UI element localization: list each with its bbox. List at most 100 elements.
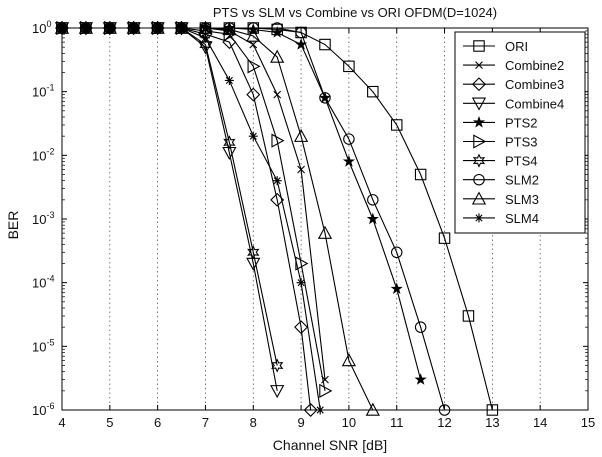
data-point-combine3 [246, 87, 261, 102]
series-combine4 [55, 22, 285, 399]
data-point-pts3 [319, 383, 333, 398]
series-line-slm4 [62, 27, 321, 411]
legend-marker-slm2 [473, 173, 485, 186]
series-combine3 [55, 21, 318, 417]
series-line-combine2 [62, 27, 326, 380]
series-slm2 [56, 22, 451, 416]
data-point-slm2 [414, 321, 427, 333]
data-point-combine4 [270, 385, 285, 399]
data-point-slm3 [317, 225, 333, 239]
x-tick-label: 10 [342, 415, 356, 430]
x-tick-label: 9 [297, 415, 304, 430]
data-point-pts4 [199, 37, 212, 52]
data-point-pts4 [175, 21, 188, 36]
data-point-slm4 [248, 131, 258, 141]
series-pts4 [55, 21, 284, 373]
x-tick-label: 4 [58, 415, 65, 430]
chart-title: PTS vs SLM vs Combine vs ORI OFDM(D=1024… [213, 5, 497, 20]
legend-label-pts3: PTS3 [505, 135, 538, 150]
legend-label-pts4: PTS4 [505, 154, 538, 169]
x-tick-label: 6 [154, 415, 161, 430]
data-point-pts2 [390, 282, 403, 295]
legend-label-combine4: Combine4 [505, 96, 564, 111]
data-point-pts4 [127, 21, 140, 36]
series-line-combine4 [62, 27, 278, 391]
x-tick-label: 13 [485, 415, 499, 430]
legend-label-combine2: Combine2 [505, 58, 564, 73]
legend-marker-pts3 [473, 134, 487, 149]
series-group [55, 21, 499, 417]
x-tick-label: 12 [437, 415, 451, 430]
data-point-pts4 [271, 358, 284, 373]
y-tick-label: 10-5 [32, 337, 54, 354]
legend-marker-ori [473, 40, 485, 52]
data-point-pts3 [295, 256, 309, 271]
data-point-ori [462, 310, 475, 322]
data-point-pts3 [271, 133, 285, 148]
data-point-pts2 [342, 155, 356, 167]
data-point-slm3 [270, 49, 285, 63]
y-tick-label: 10-1 [32, 83, 54, 100]
data-point-slm2 [295, 26, 307, 39]
data-point-pts4 [247, 245, 260, 260]
x-tick-label: 15 [581, 415, 595, 430]
y-axis-label: BER [5, 211, 21, 240]
legend-label-ori: ORI [505, 39, 528, 54]
x-tick-label: 7 [202, 415, 209, 430]
data-point-ori [343, 60, 355, 73]
legend-label-slm2: SLM2 [505, 173, 539, 188]
series-line-slm3 [62, 27, 374, 411]
x-axis-label: Channel SNR [dB] [273, 437, 387, 453]
data-point-pts4 [223, 135, 236, 150]
y-tick-label: 100 [32, 19, 51, 36]
series-line-pts4 [62, 27, 278, 366]
legend-label-pts2: PTS2 [505, 115, 538, 130]
data-point-slm4 [224, 75, 234, 85]
data-point-slm3 [293, 128, 309, 142]
x-tick-label: 5 [106, 415, 113, 430]
data-point-pts3 [247, 59, 261, 74]
legend-label-combine3: Combine3 [505, 77, 564, 92]
data-point-ori [367, 85, 379, 98]
legend-marker-combine3 [472, 77, 486, 92]
series-slm3 [55, 21, 380, 416]
plot-area: 4 5 6 7 8 9 10 11 12 13 14 15 100 10-1 10-2 10-3 10-4 10-… [32, 19, 595, 430]
y-tick-label: 10-6 [32, 401, 54, 418]
data-point-pts4 [79, 21, 93, 36]
data-point-slm4 [296, 278, 306, 288]
legend-label-slm4: SLM4 [505, 211, 539, 226]
legend-marker-slm4 [474, 213, 484, 223]
series-pts2 [55, 21, 427, 385]
data-point-combine2 [249, 40, 258, 49]
series-ori [56, 22, 499, 416]
legend-label-slm3: SLM3 [505, 192, 539, 207]
x-tick-label: 14 [533, 415, 547, 430]
x-tick-label: 11 [390, 415, 404, 430]
legend-marker-slm3 [471, 191, 487, 205]
legend: ORI Combine2 Combine3 Combine4 PTS2 PTS3 PTS4 S… [454, 31, 586, 234]
y-tick-label: 10-4 [32, 274, 54, 291]
legend-marker-combine4 [471, 97, 487, 111]
legend-marker-pts4 [472, 153, 486, 168]
series-line-pts3 [62, 27, 326, 391]
data-point-ori [319, 38, 331, 51]
data-point-pts2 [414, 373, 427, 385]
data-point-ori [414, 168, 427, 181]
series-line-pts2 [62, 27, 422, 380]
data-point-slm3 [341, 353, 357, 367]
data-point-slm2 [343, 133, 355, 145]
legend-marker-combine2 [475, 61, 483, 69]
data-point-ori [438, 232, 451, 244]
data-point-slm3 [246, 28, 261, 42]
x-tick-label: 8 [250, 415, 257, 430]
series-combine2 [58, 24, 329, 384]
data-point-pts2 [366, 212, 379, 225]
y-tick-label: 10-3 [32, 210, 54, 227]
data-point-slm4 [200, 33, 210, 43]
data-point-slm2 [319, 92, 331, 104]
legend-marker-pts2 [472, 115, 486, 128]
data-point-slm3 [222, 22, 237, 36]
data-point-combine2 [297, 165, 305, 174]
data-point-slm2 [367, 194, 379, 206]
